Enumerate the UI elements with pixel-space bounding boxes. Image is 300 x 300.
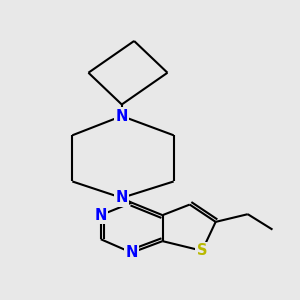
Text: N: N [94,208,107,223]
Text: N: N [125,245,138,260]
Text: N: N [116,190,128,205]
Text: N: N [116,109,128,124]
Text: S: S [197,243,207,258]
